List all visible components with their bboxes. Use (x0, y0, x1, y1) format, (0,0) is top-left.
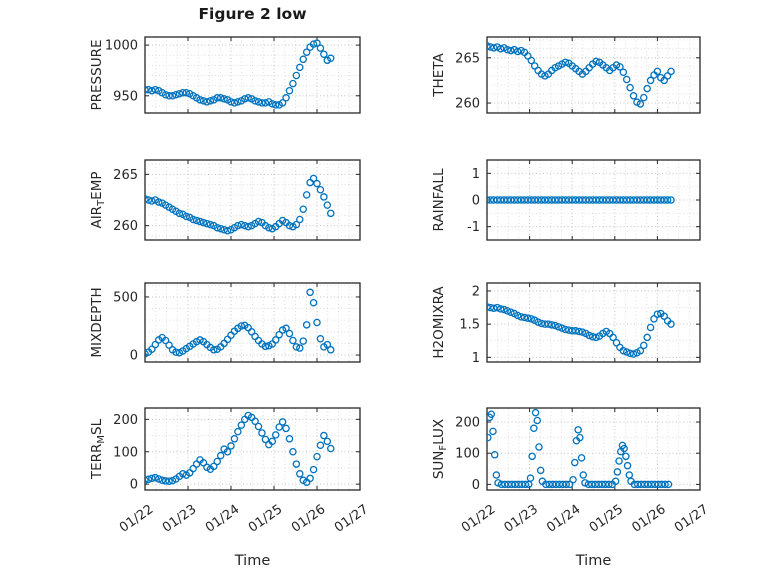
ytick-label: 260 (113, 219, 138, 234)
ytick-label: 260 (455, 97, 480, 112)
data-markers (145, 174, 335, 235)
xtick-label: 01/26 (629, 502, 668, 536)
ytick-label: 1 (472, 351, 480, 366)
xtick-label: 01/23 (160, 502, 199, 536)
subplot-sun_flux: 0 100 200 01/22 01/23 01/24 01/25 01/26 01/27 SUN… (431, 407, 711, 536)
data-markers (487, 196, 675, 204)
xtick-label: 01/26 (289, 502, 328, 536)
axes-box (486, 36, 701, 114)
xtick-label: 01/22 (459, 502, 498, 536)
ytick-label: 950 (113, 89, 138, 104)
tick-marks (486, 37, 701, 113)
subplot-mixdepth: 0 500 MIXDEPTH (89, 282, 361, 364)
ylabel-sun_flux: SUNFLUX (431, 419, 449, 479)
data-markers (145, 288, 335, 358)
ytick-label: 200 (455, 416, 480, 431)
axes-box (144, 282, 361, 363)
tick-marks (144, 408, 361, 490)
data-markers (145, 39, 335, 109)
ytick-label: -1 (467, 220, 480, 235)
ylabel-theta: THETA (431, 53, 447, 98)
ylabel-h2omixra: H2OMIXRA (431, 286, 447, 359)
xtick-label: 01/24 (544, 502, 583, 536)
subplot-rainfall: -1 0 1 RAINFALL (431, 159, 701, 241)
axes-box (486, 407, 701, 491)
subplot-air_temp: 260 265 AIRTEMP (89, 159, 361, 241)
ytick-label: 200 (113, 413, 138, 428)
subplot-h2omixra: 1 1.5 2 H2OMIXRA (431, 282, 701, 366)
ylabel-mixdepth: MIXDEPTH (89, 287, 105, 357)
tick-marks (144, 283, 361, 362)
ytick-label: 1 (472, 167, 480, 182)
ytick-label: 0 (130, 349, 138, 364)
xtick-label: 01/24 (203, 502, 242, 536)
ylabel-air_temp: AIRTEMP (89, 171, 107, 228)
grid-lines (145, 283, 360, 362)
grid-lines (487, 408, 700, 490)
xtick-label: 01/25 (246, 502, 285, 536)
ytick-label: 500 (113, 290, 138, 305)
grid-lines (487, 159, 700, 241)
tick-marks (144, 37, 361, 113)
grid-lines (487, 37, 700, 113)
ytick-label: 100 (113, 445, 138, 460)
ytick-label: 265 (113, 168, 138, 183)
xtick-label: 01/25 (587, 502, 626, 536)
ytick-label: 265 (455, 51, 480, 66)
ytick-label: 1000 (105, 39, 138, 54)
xlabel-time-left: Time (234, 553, 271, 569)
tick-marks (486, 408, 701, 490)
axes-box (144, 407, 361, 491)
data-markers (487, 303, 675, 358)
ytick-label: 2 (472, 284, 480, 299)
grid-lines (145, 408, 360, 490)
ytick-label: 0 (472, 194, 480, 209)
xtick-label: 01/27 (672, 502, 711, 536)
axes-box (144, 36, 361, 114)
data-markers (145, 411, 335, 486)
tick-marks (486, 160, 701, 240)
ylabel-pressure: PRESSURE (89, 40, 105, 111)
axes-box (486, 282, 701, 363)
ytick-label: 1.5 (459, 318, 480, 333)
xlabel-time-right: Time (575, 553, 612, 569)
figure-title: Figure 2 low (198, 5, 307, 23)
tick-marks (144, 160, 361, 240)
xtick-label: 01/27 (332, 502, 371, 536)
subplot-theta: 260 265 THETA (431, 36, 701, 114)
subplot-terr_msl: 0 100 200 01/22 01/23 01/24 01/25 01/26 01/27 TER… (89, 407, 371, 536)
ylabel-terr_msl: TERRMSL (89, 418, 107, 480)
data-markers (487, 42, 675, 108)
data-markers (487, 408, 673, 489)
xtick-label: 01/22 (117, 502, 156, 536)
tick-marks (486, 283, 701, 362)
ytick-label: 0 (130, 478, 138, 493)
ytick-label: 0 (472, 478, 480, 493)
xtick-label: 01/23 (502, 502, 541, 536)
ytick-label: 100 (455, 447, 480, 462)
ylabel-rainfall: RAINFALL (431, 168, 447, 231)
